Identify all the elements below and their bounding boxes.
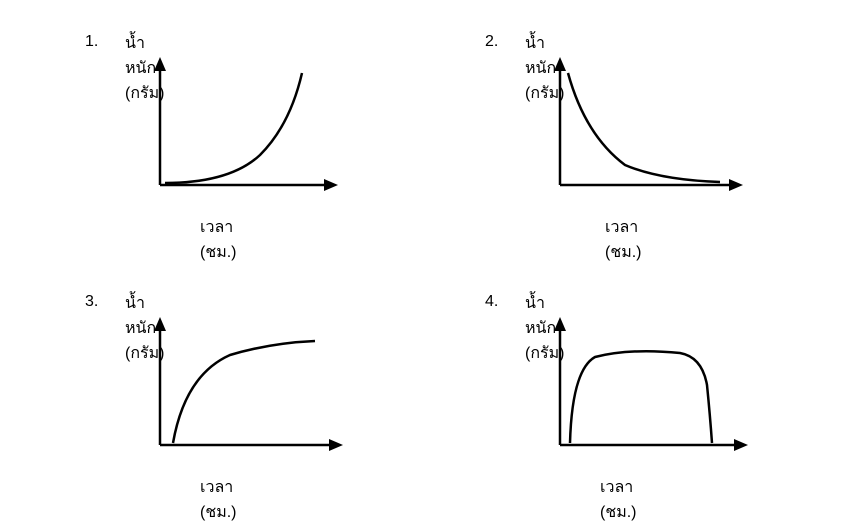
x-axis-label-2: เวลา (ชม.) bbox=[605, 215, 642, 265]
panel-number-1: 1. bbox=[85, 33, 98, 51]
x-axis-label-1: เวลา (ชม.) bbox=[200, 215, 237, 265]
chart-svg-3 bbox=[140, 315, 360, 470]
panel-number-2: 2. bbox=[485, 33, 498, 51]
chart-svg-4 bbox=[540, 315, 760, 470]
chart-svg-2 bbox=[540, 55, 760, 210]
chart-svg-1 bbox=[140, 55, 360, 210]
panel-number-4: 4. bbox=[485, 293, 498, 311]
x-axis-label-3: เวลา (ชม.) bbox=[200, 475, 237, 525]
panel-number-3: 3. bbox=[85, 293, 98, 311]
x-axis-label-4: เวลา (ชม.) bbox=[600, 475, 637, 525]
